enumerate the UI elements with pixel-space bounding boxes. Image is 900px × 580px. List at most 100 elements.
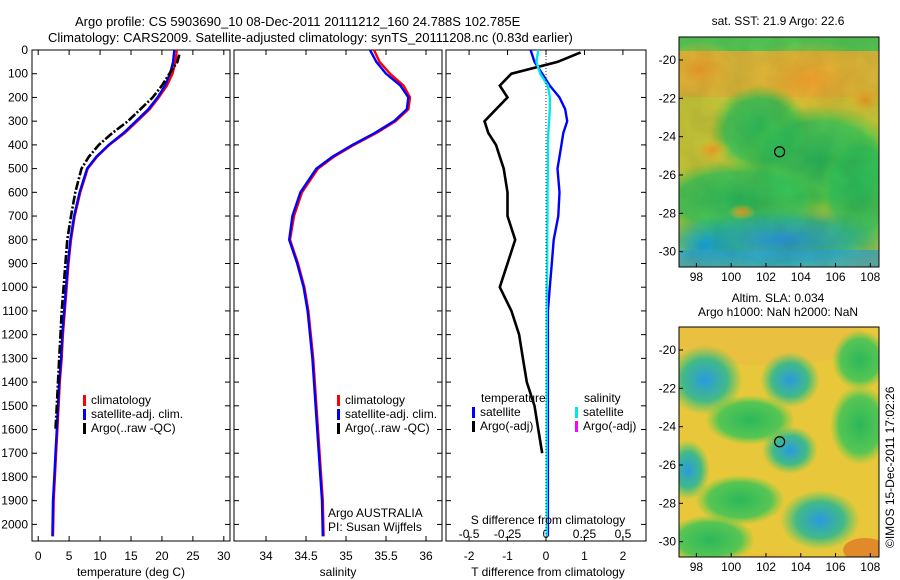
- legend-swatch: [472, 421, 475, 432]
- depth-tick-label: 2000: [1, 517, 28, 531]
- depth-tick-label: 1400: [1, 375, 28, 389]
- map-y-tick-label: -22: [659, 91, 677, 105]
- legend-swatch: [83, 409, 86, 420]
- difference-panel: -2 -1 0 1 2 -0.5 -0.25 0 0.25 0.5 T difference f…: [445, 49, 647, 579]
- temperature-panel-frame: [31, 49, 231, 542]
- x-tick-label: 10: [93, 549, 107, 563]
- x-tick-label: -2: [464, 549, 475, 563]
- x-tick-label: 30: [217, 549, 231, 563]
- argo-program-annotation: Argo AUSTRALIA: [328, 506, 423, 520]
- sla-map-axes: 98 100 102 104 106 108 -20 -22 -24 -26 -28 -30: [659, 343, 881, 574]
- legend-label: Argo(..raw -QC): [91, 421, 176, 435]
- s-tick-label: 0.25: [573, 527, 597, 541]
- argo-position-marker-sla: [774, 436, 786, 448]
- header-line-1: Argo profile: CS 5903690_10 08-Dec-2011 …: [75, 14, 521, 29]
- x-tick-label: 35.5: [374, 549, 398, 563]
- temperature-axis: 0 5 10 15 20 25 30: [32, 49, 231, 563]
- map-y-tick-label: -30: [659, 245, 677, 259]
- x-tick-label: 20: [155, 549, 169, 563]
- map-y-tick-label: -30: [659, 535, 677, 549]
- map-y-tick-label: -28: [659, 496, 677, 510]
- series-line-satellite-adj-clim-: [51, 49, 176, 537]
- legend-label: Argo(-adj): [583, 419, 636, 433]
- depth-axis: 0 100 200 300 400 500 600 700 800 900 1000 1100 1200…: [1, 43, 28, 531]
- series-line-t-argo-adj-: [483, 51, 582, 454]
- legend-swatch: [575, 407, 578, 418]
- map-x-tick-label: 108: [860, 270, 880, 284]
- depth-tick-label: 1200: [1, 328, 28, 342]
- sst-heatmap: [679, 37, 879, 267]
- sst-map-title: sat. SST: 21.9 Argo: 22.6: [712, 14, 845, 28]
- salinity-series: [287, 49, 412, 537]
- x-tick-label: 36: [419, 549, 433, 563]
- legend-label: Argo(..raw -QC): [345, 421, 430, 435]
- map-x-tick-label: 108: [860, 560, 880, 574]
- map-y-tick-label: -26: [659, 458, 677, 472]
- sla-heatmap: [679, 327, 879, 557]
- t-difference-axis: -2 -1 0 1 2: [446, 49, 646, 563]
- depth-tick-label: 0: [21, 43, 28, 57]
- depth-tick-label: 800: [8, 233, 28, 247]
- depth-tick-label: 1900: [1, 494, 28, 508]
- legend-label: climatology: [91, 393, 151, 407]
- temperature-profile-panel: 0100200300400500600700800900100011001200…: [1, 43, 231, 579]
- depth-tick-label: 100: [8, 67, 28, 81]
- map-x-tick-label: 98: [690, 270, 704, 284]
- x-tick-label: 35: [339, 549, 353, 563]
- map-y-tick-label: -24: [659, 130, 677, 144]
- s-tick-label: -0.25: [494, 527, 522, 541]
- legend-swatch: [83, 395, 86, 406]
- series-line-argo-raw-qc-: [54, 54, 181, 430]
- depth-tick-label: 1000: [1, 280, 28, 294]
- depth-tick-label: 300: [8, 114, 28, 128]
- sst-map-panel: sat. SST: 21.9 Argo: 22.6 98 100 102 104 106…: [659, 14, 881, 284]
- map-y-tick-label: -20: [659, 343, 677, 357]
- map-y-tick-label: -28: [659, 206, 677, 220]
- depth-tick-label: 700: [8, 209, 28, 223]
- imos-credit: ©IMOS 15-Dec-2011 17:02:26: [883, 386, 897, 548]
- depth-tick-label: 1600: [1, 423, 28, 437]
- temperature-series: [51, 49, 181, 537]
- map-x-tick-label: 102: [756, 270, 776, 284]
- sst-map-frame: [678, 36, 880, 268]
- x-tick-label: 34: [259, 549, 273, 563]
- x-tick-label: 1: [581, 549, 588, 563]
- map-y-tick-label: -26: [659, 168, 677, 182]
- depth-tick-label: 1700: [1, 446, 28, 460]
- map-y-tick-label: -24: [659, 420, 677, 434]
- map-x-tick-label: 106: [826, 560, 846, 574]
- map-x-tick-label: 106: [826, 270, 846, 284]
- s-difference-xlabel: S difference from climatology: [471, 513, 626, 527]
- map-x-tick-label: 104: [791, 560, 811, 574]
- difference-series: [483, 49, 582, 541]
- x-tick-label: 0: [35, 549, 42, 563]
- depth-tick-label: 1800: [1, 470, 28, 484]
- legend-title-salinity: salinity: [584, 391, 621, 405]
- x-tick-label: 34.5: [294, 549, 318, 563]
- legend-swatch: [337, 423, 340, 434]
- s-tick-label: 0.5: [615, 527, 632, 541]
- sla-map-title: Altim. SLA: 0.034: [732, 291, 825, 305]
- sst-map-axes: 98 100 102 104 106 108 -20 -22 -24 -26 -28 -30: [659, 53, 881, 284]
- depth-tick-label: 500: [8, 162, 28, 176]
- x-tick-label: 2: [620, 549, 627, 563]
- map-y-tick-label: -20: [659, 53, 677, 67]
- x-tick-label: 5: [66, 549, 73, 563]
- legend-swatch: [337, 395, 340, 406]
- depth-tick-label: 1300: [1, 351, 28, 365]
- series-line-satellite-adj-clim-: [287, 49, 410, 537]
- salinity-xlabel: salinity: [320, 565, 357, 579]
- difference-legend: temperaturesatelliteArgo(-adj)salinitysa…: [472, 391, 636, 433]
- depth-tick-label: 1100: [2, 304, 28, 318]
- map-x-tick-label: 98: [690, 560, 704, 574]
- salinity-profile-panel: 34 34.5 35 35.5 36 salinity climatologysatel…: [233, 49, 443, 579]
- legend-swatch: [575, 421, 578, 432]
- salinity-panel-frame: [233, 49, 443, 542]
- map-y-tick-label: -22: [659, 381, 677, 395]
- depth-tick-label: 600: [8, 185, 28, 199]
- legend-label: climatology: [345, 393, 405, 407]
- depth-tick-label: 900: [8, 256, 28, 270]
- argo-position-marker-sst: [774, 146, 786, 158]
